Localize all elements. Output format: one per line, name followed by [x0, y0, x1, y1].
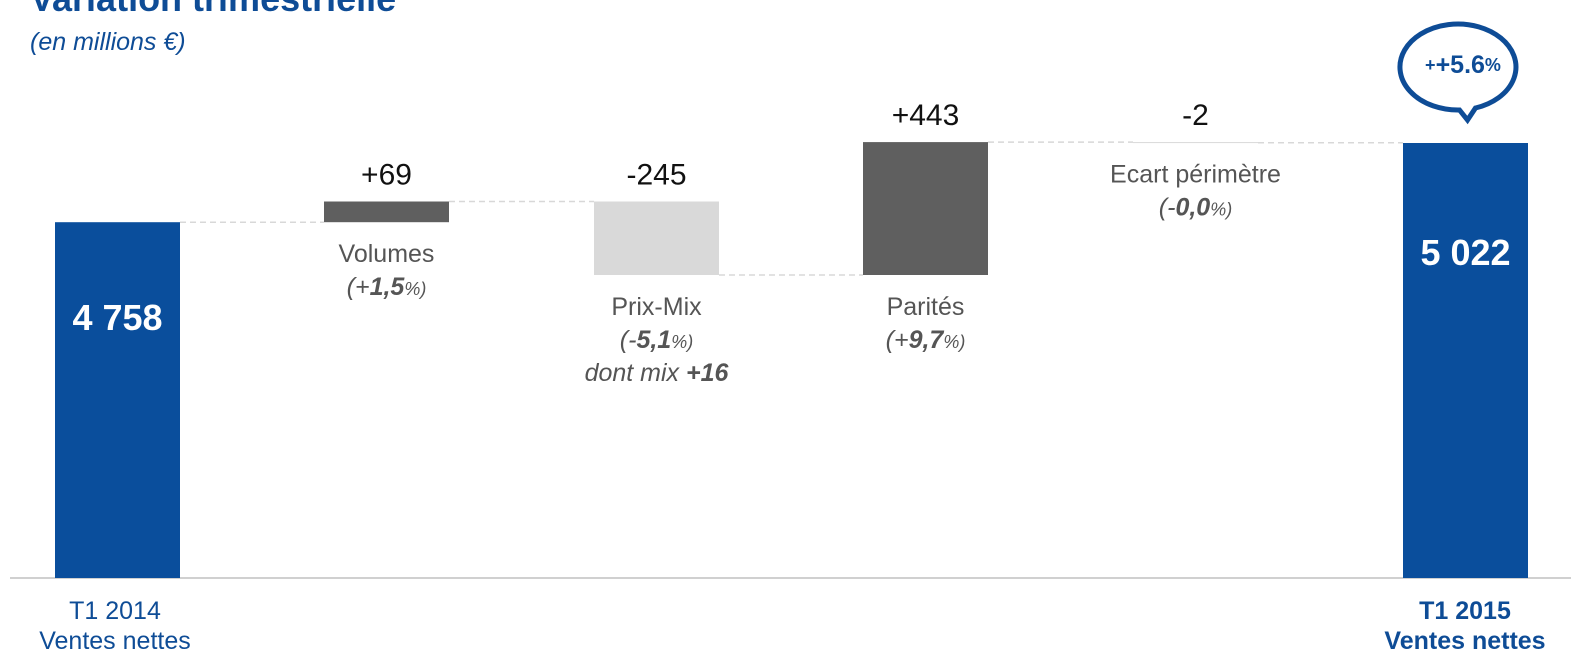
step-pct-3: (+9,7%)	[886, 326, 966, 354]
growth-unit: %	[1484, 54, 1501, 75]
waterfall-bar-0	[55, 222, 180, 578]
step-pct-1: (+1,5%)	[347, 273, 427, 301]
category-start-period: T1 2014	[69, 597, 161, 625]
step-note-2: dont mix +16	[585, 359, 730, 387]
category-label-start: T1 2014 Ventes nettes	[10, 596, 220, 656]
delta-value-label-4: -2	[1182, 99, 1209, 132]
delta-value-label-2: -245	[626, 159, 686, 192]
category-start-name: Ventes nettes	[39, 627, 191, 655]
category-end-name: Ventes nettes	[1384, 627, 1546, 655]
growth-value: +5.6	[1435, 50, 1485, 79]
waterfall-bar-2	[594, 201, 719, 275]
waterfall-bar-1	[324, 201, 449, 223]
total-label-0: 4 758	[72, 297, 162, 338]
growth-bubble	[1397, 21, 1519, 125]
chart-title: Variation trimestrielle	[30, 0, 396, 20]
step-name-2: Prix-Mix	[611, 293, 702, 321]
step-name-1: Volumes	[339, 240, 435, 268]
waterfall-bar-4	[1133, 142, 1258, 144]
delta-value-label-3: +443	[892, 99, 960, 132]
category-label-end: T1 2015 Ventes nettes	[1360, 596, 1570, 656]
waterfall-bar-5	[1403, 143, 1528, 578]
total-label-5: 5 022	[1420, 232, 1510, 273]
growth-bubble-label: + +5.6%	[1425, 50, 1501, 79]
delta-value-label-1: +69	[361, 159, 412, 192]
step-name-3: Parités	[887, 293, 965, 321]
step-pct-2: (-5,1%)	[620, 326, 693, 354]
waterfall-bar-3	[863, 142, 988, 275]
chart-subtitle: (en millions €)	[30, 28, 186, 56]
category-end-period: T1 2015	[1419, 597, 1511, 625]
step-pct-4: (-0,0%)	[1159, 194, 1232, 222]
step-name-4: Ecart périmètre	[1110, 161, 1281, 189]
